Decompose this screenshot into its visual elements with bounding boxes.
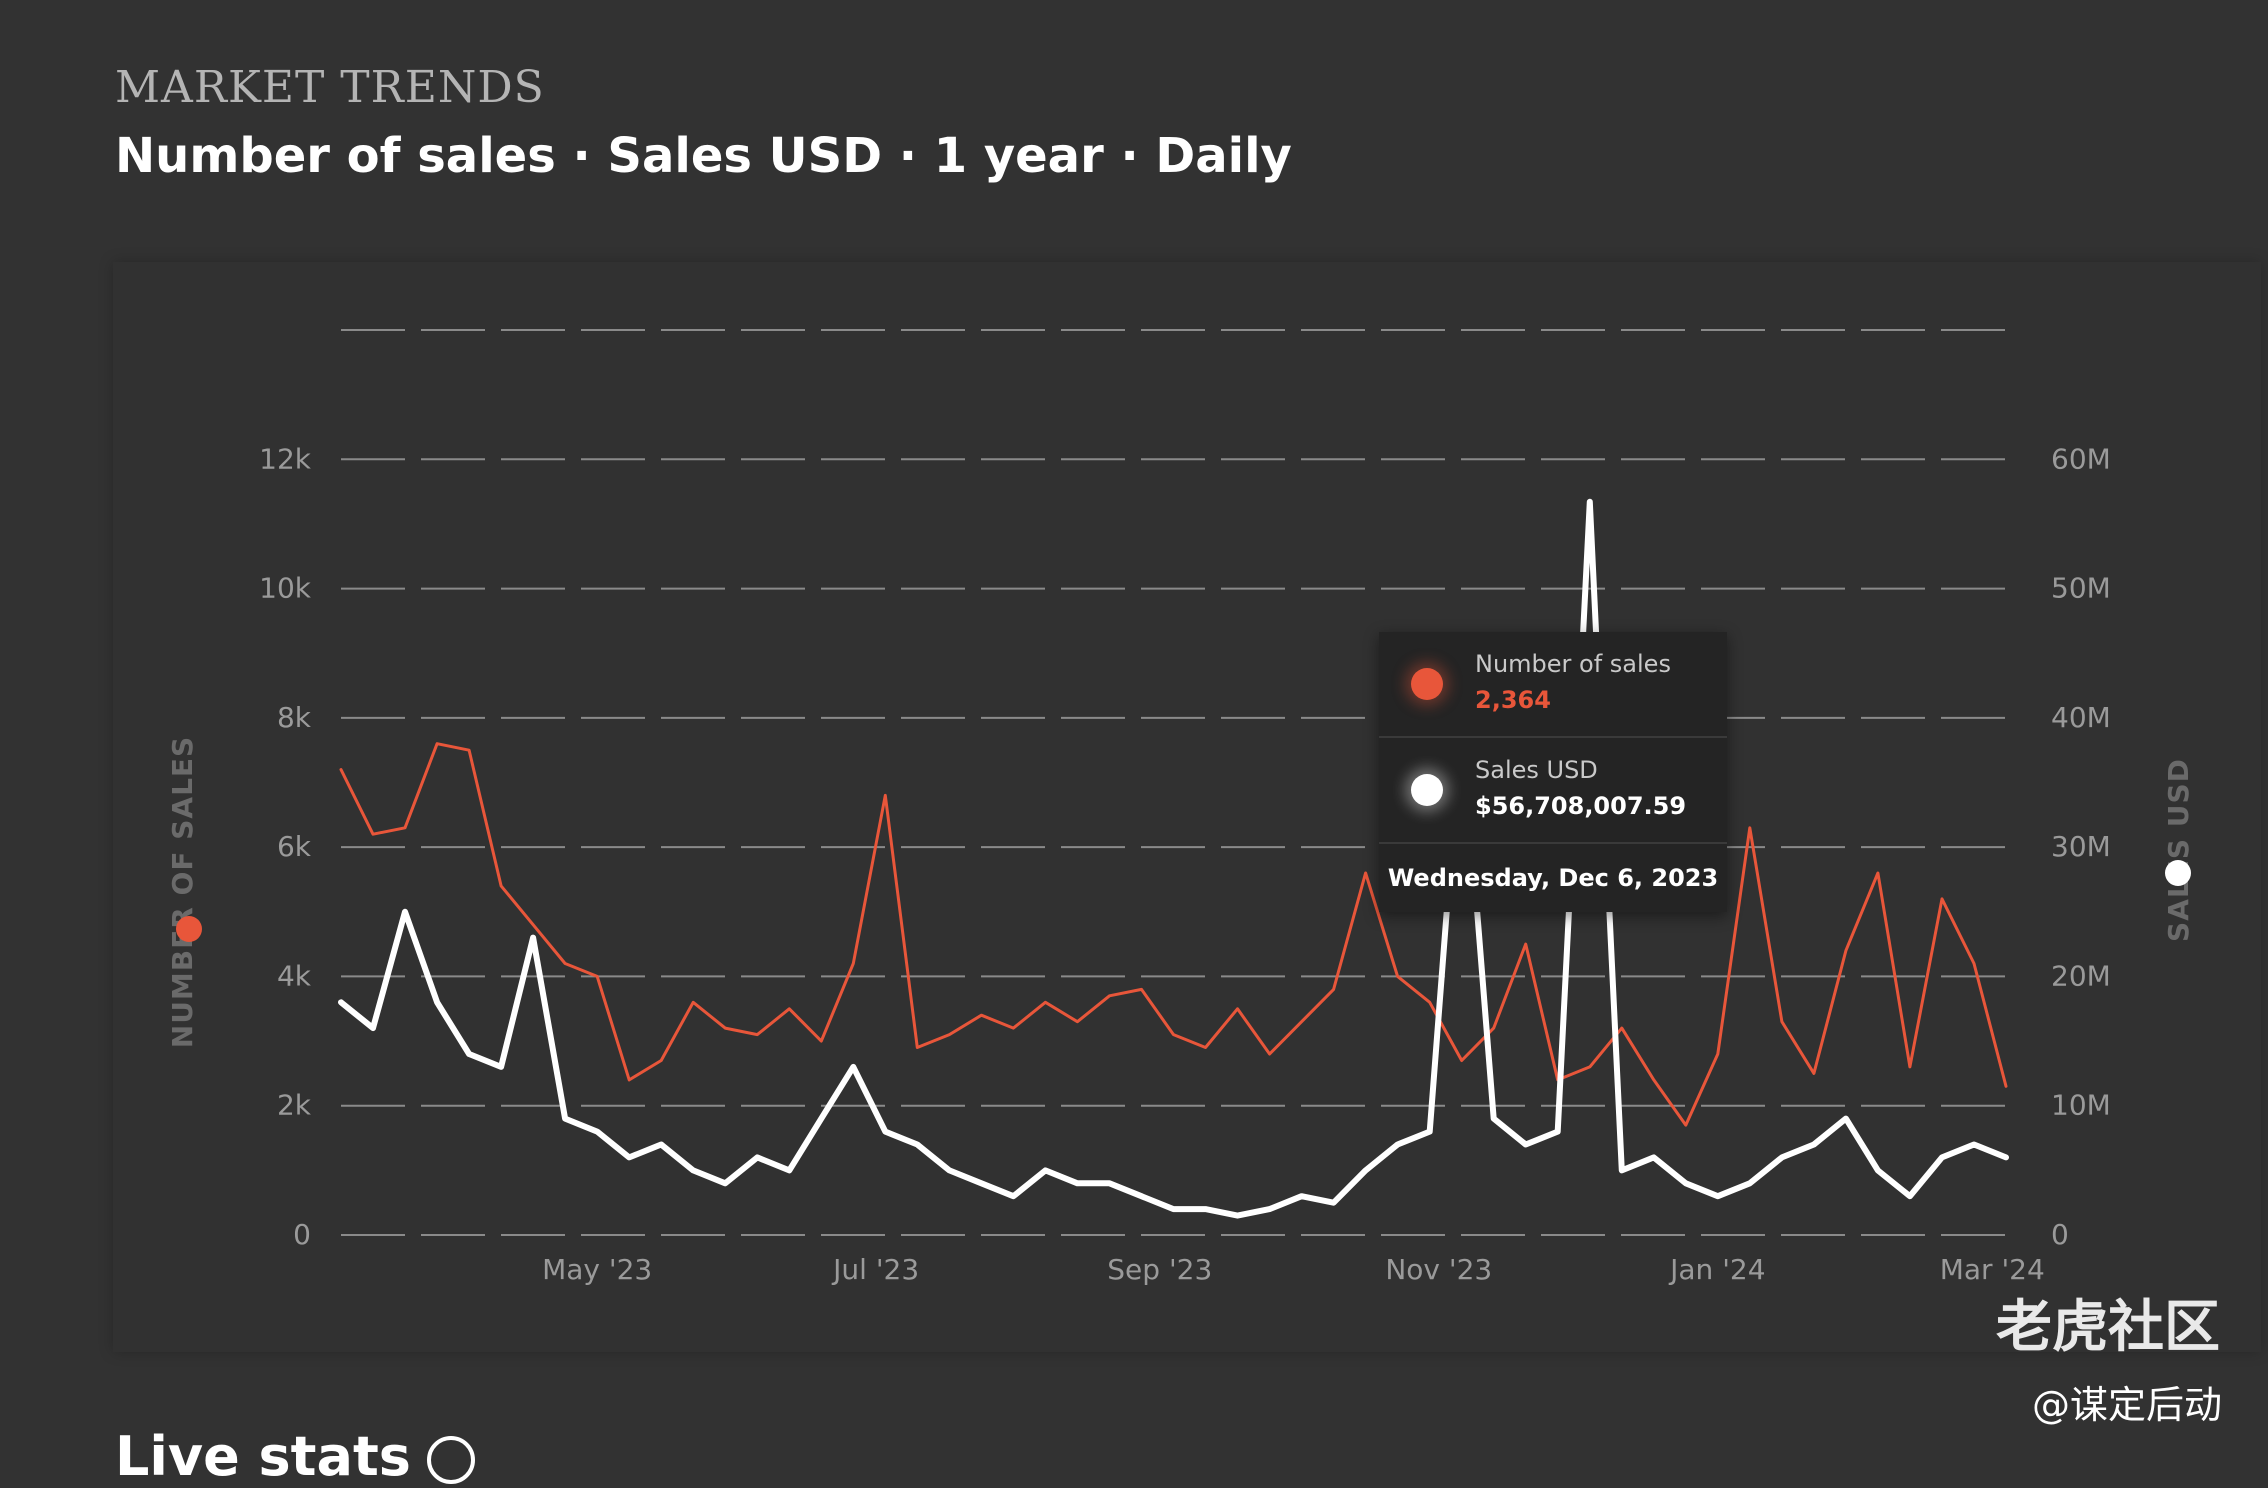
info-icon[interactable] <box>426 1436 475 1485</box>
watermark-brand: 老虎社区 <box>1996 1295 2220 1360</box>
x-tick-label: Sep '23 <box>1107 1253 1212 1286</box>
y-right-axis-title: SALES USD <box>2162 758 2195 942</box>
sales-legend-dot-icon <box>176 916 202 942</box>
tooltip-usd-row: Sales USD $56,708,007.59 <box>1379 738 1727 844</box>
usd-dot-icon <box>1411 774 1443 806</box>
y-left-tick-label: 0 <box>293 1218 311 1251</box>
y-left-tick-label: 10k <box>259 572 312 605</box>
y-right-tick-label: 10M <box>2051 1089 2111 1122</box>
live-stats-heading: Live stats <box>115 1425 475 1488</box>
series-line-sales-usd <box>338 498 2009 1219</box>
usd-legend-dot-icon <box>2165 860 2191 886</box>
x-tick-label: May '23 <box>542 1253 652 1286</box>
chart-panel: 0 2k 4k 6k 8k 10k 12k 0 10M 20M 30M 40M 50M 60M May '2… <box>113 262 2261 1352</box>
y-right-tick-label: 20M <box>2051 959 2111 992</box>
tooltip-date: Wednesday, Dec 6, 2023 <box>1387 864 1719 892</box>
y-left-axis-title: NUMBER OF SALES <box>166 736 199 1048</box>
y-left-tick-label: 8k <box>277 701 312 734</box>
x-tick-label: Nov '23 <box>1385 1253 1492 1286</box>
y-left-tick-label: 4k <box>277 959 312 992</box>
tooltip-sales-label: Number of sales <box>1475 650 1671 678</box>
y-right-tick-label: 0 <box>2051 1218 2069 1251</box>
chart-tooltip: Number of sales 2,364 Sales USD $56,708,… <box>1379 632 1727 912</box>
y-left-tick-label: 2k <box>277 1089 312 1122</box>
watermark-handle: @谋定后动 <box>2031 1383 2222 1427</box>
y-left-tick-label: 6k <box>277 830 312 863</box>
x-tick-label: Mar '24 <box>1940 1253 2045 1286</box>
tooltip-sales-row: Number of sales 2,364 <box>1379 632 1727 738</box>
tooltip-usd-value: $56,708,007.59 <box>1475 792 1687 820</box>
chart-title: Number of sales · Sales USD · 1 year · D… <box>115 128 1292 184</box>
y-right-tick-label: 60M <box>2051 442 2111 475</box>
y-right-tick-label: 50M <box>2051 572 2111 605</box>
live-stats-title: Live stats <box>115 1425 411 1488</box>
x-tick-label: Jan '24 <box>1668 1253 1765 1286</box>
y-left-tick-label: 12k <box>259 442 312 475</box>
y-right-tick-label: 40M <box>2051 701 2111 734</box>
tooltip-sales-value: 2,364 <box>1475 686 1551 714</box>
tooltip-usd-label: Sales USD <box>1475 756 1598 784</box>
x-tick-label: Jul '23 <box>831 1253 919 1286</box>
series-line-number-of-sales <box>339 742 2008 1127</box>
y-right-tick-label: 30M <box>2051 830 2111 863</box>
section-eyebrow: MARKET TRENDS <box>115 62 545 113</box>
sales-dot-icon <box>1411 668 1443 700</box>
market-trends-chart: 0 2k 4k 6k 8k 10k 12k 0 10M 20M 30M 40M 50M 60M May '2… <box>166 329 2195 1286</box>
